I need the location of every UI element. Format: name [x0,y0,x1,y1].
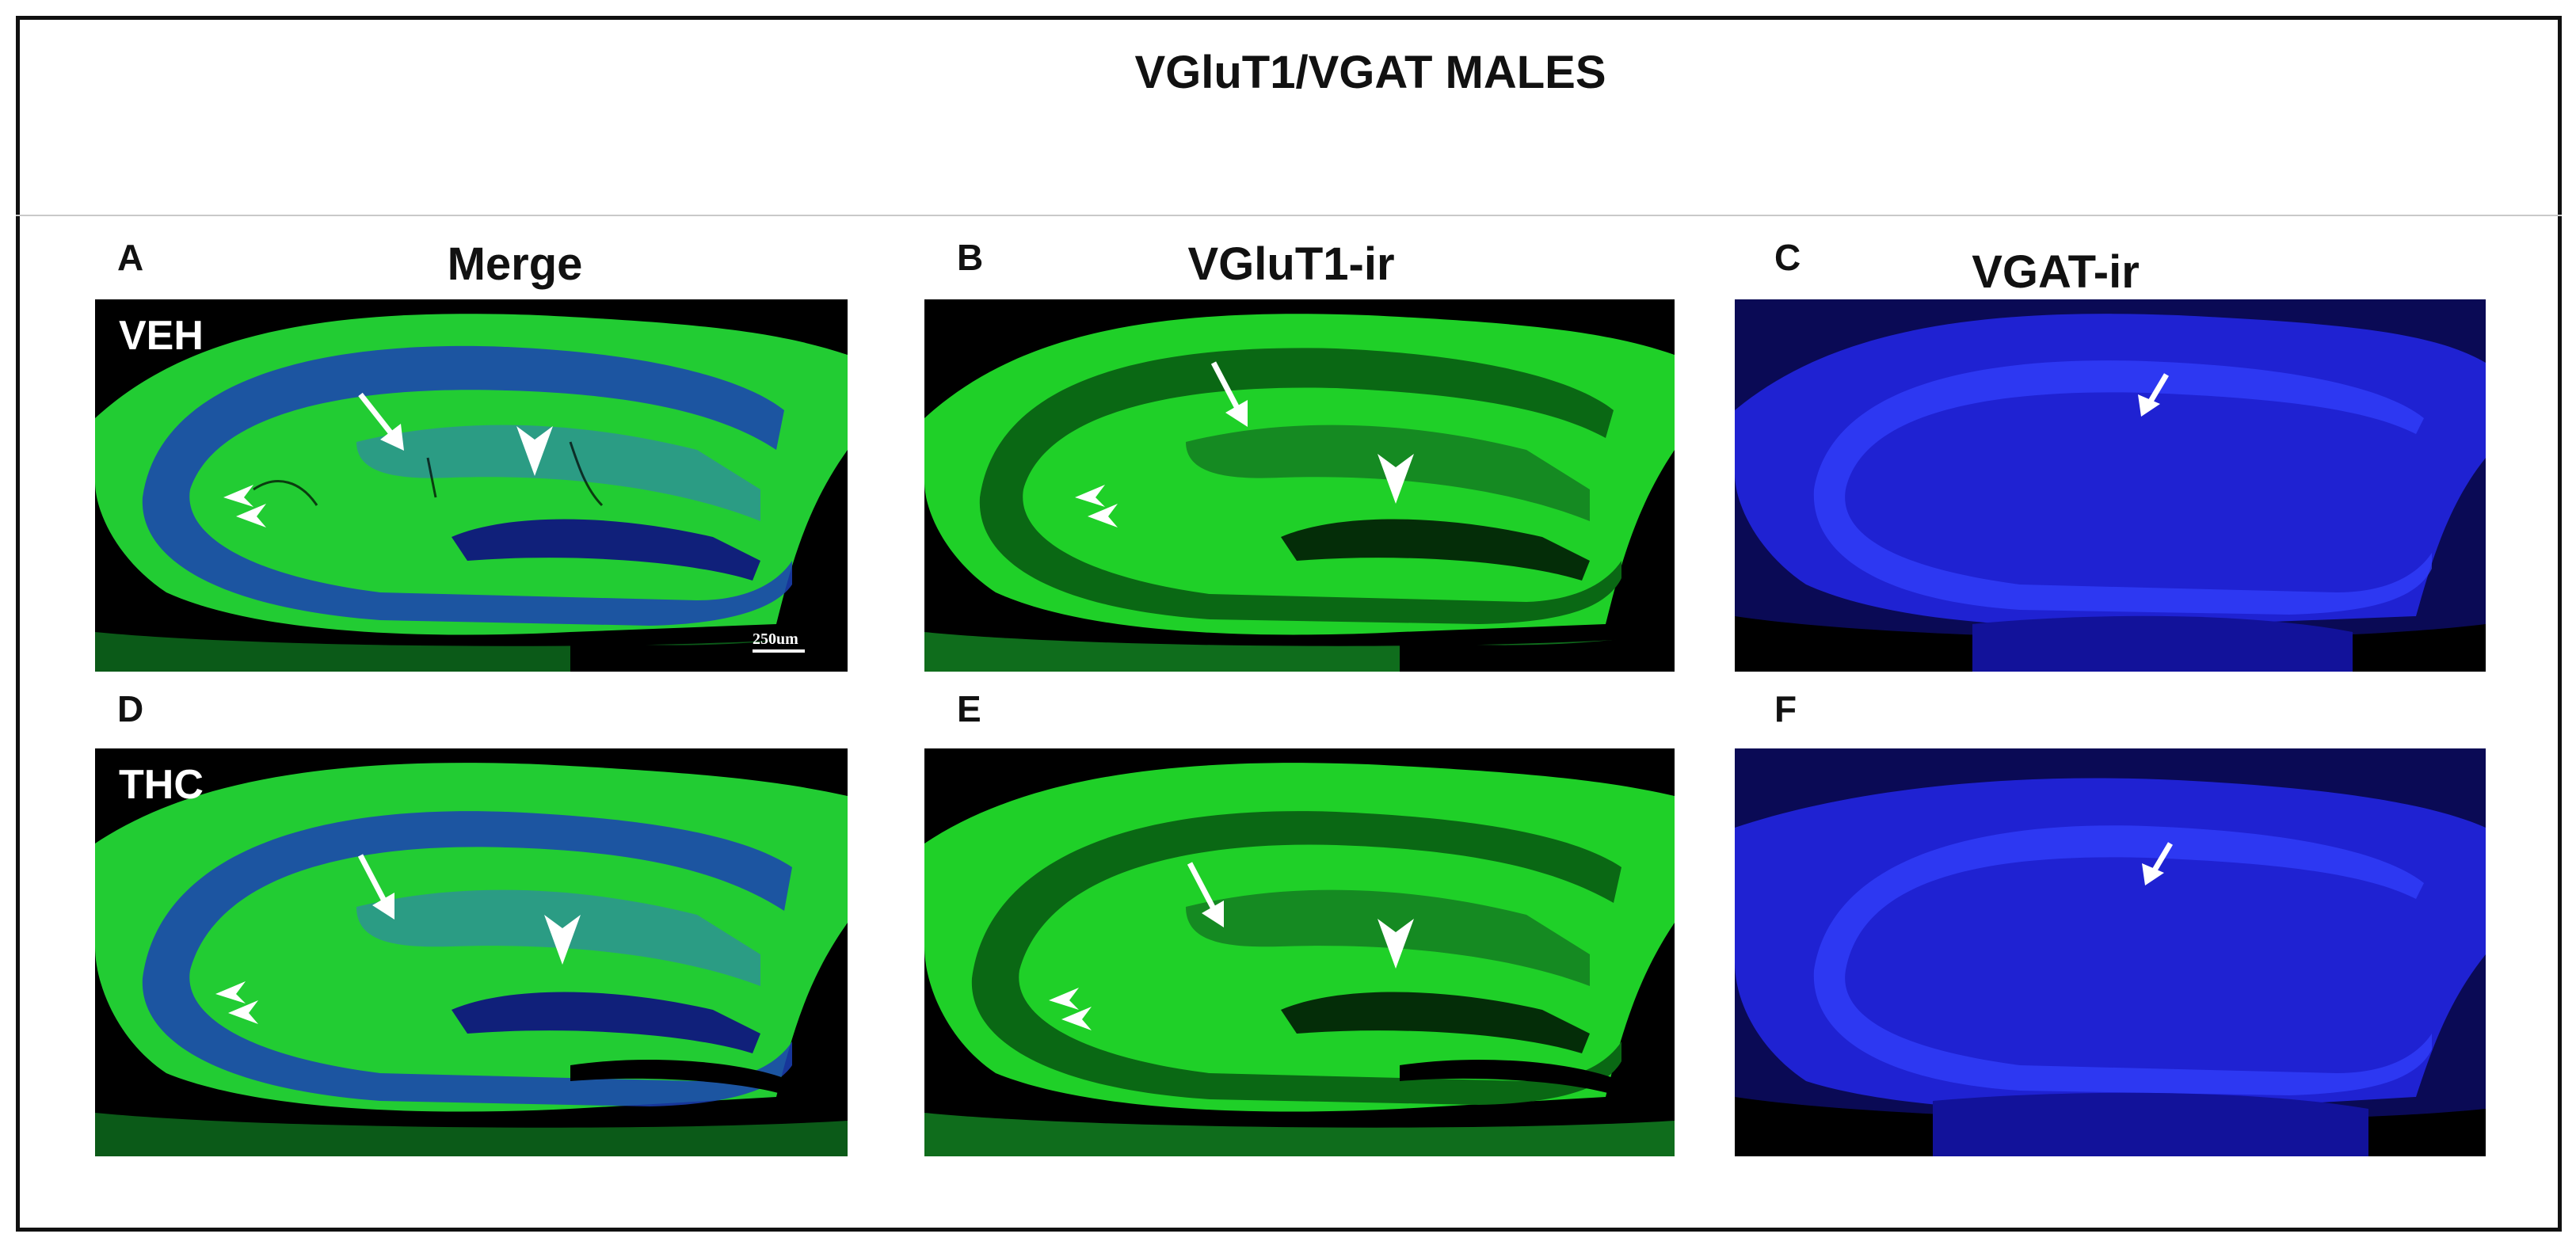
figure-frame [16,16,2562,1232]
panel-letter-c: C [1774,237,1801,278]
panel-letter-d: D [117,688,144,729]
row-label-veh: VEH [119,313,204,359]
scale-bar-label: 250um [753,630,798,648]
panel-c-vgat-veh [1735,299,2486,672]
figure-title: VGluT1/VGAT MALES [1134,47,1606,98]
arrow-icon [358,392,404,451]
arrowhead-icon [1378,919,1414,969]
panel-letter-e: E [957,688,981,729]
column-title-vglut1: VGluT1-ir [1187,238,1395,290]
panel-a-merge-veh: VEH 250um [95,299,848,672]
arrow-icon [1210,361,1248,427]
panel-b-vglut1-veh [924,299,1675,672]
panel-letter-a: A [117,237,144,278]
panel-f-vgat-thc [1735,748,2486,1156]
arrowhead-icon [223,485,266,527]
arrowhead-icon [1049,988,1092,1030]
arrowhead-icon [516,426,553,476]
scale-bar: 250um [753,630,805,653]
arrow-icon [1187,862,1224,927]
arrow-icon [2142,842,2174,885]
title-divider [16,215,2562,216]
arrowhead-icon [215,981,258,1024]
arrow-icon [357,854,394,920]
arrow-icon [2138,373,2170,417]
panel-e-vglut1-thc [924,748,1675,1156]
scale-bar-line [753,649,805,653]
panel-letter-f: F [1774,688,1797,729]
column-title-vgat: VGAT-ir [1972,246,2140,298]
panel-d-merge-thc: THC [95,748,848,1156]
arrowhead-icon [1075,485,1118,527]
row-label-thc: THC [119,762,204,808]
column-title-merge: Merge [447,238,583,290]
panel-letter-b: B [957,237,984,278]
arrowhead-icon [544,915,581,965]
arrowhead-icon [1378,454,1414,504]
